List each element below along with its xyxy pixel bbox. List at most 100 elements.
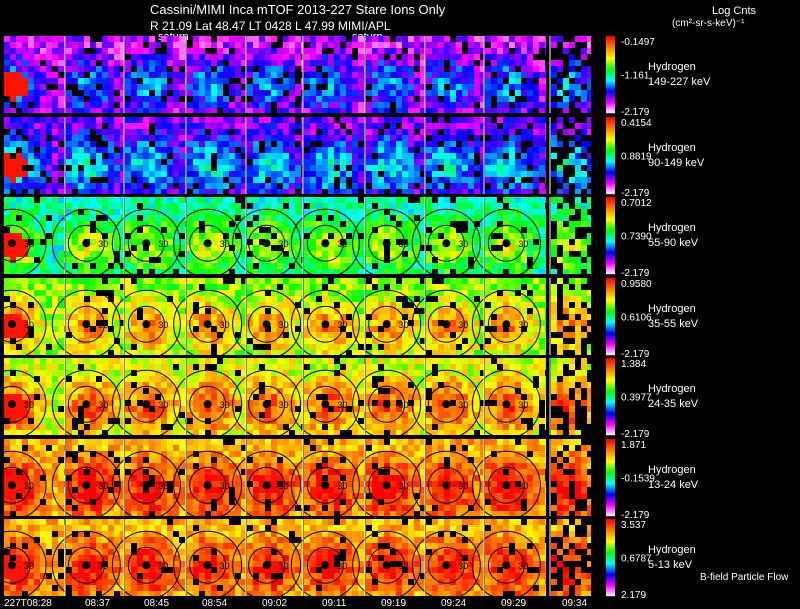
- species-label: Hydrogen: [648, 544, 696, 556]
- colorbar-min-label: -2.179: [621, 349, 650, 360]
- contour-label: 30: [220, 561, 230, 571]
- colorbar-min-label: -2.179: [621, 188, 650, 199]
- heatmap-panel: 30: [290, 358, 365, 439]
- saturn-marker: [203, 400, 212, 409]
- heatmap-panel: 30: [290, 278, 365, 359]
- colorbar: [606, 278, 615, 356]
- heatmap-panel: [187, 117, 246, 194]
- heatmap-panel: 30: [232, 197, 303, 278]
- contour-line: [306, 305, 344, 343]
- contour-line: [0, 208, 47, 278]
- contour-line: [232, 369, 302, 439]
- contour-line: [368, 224, 406, 262]
- saturn-marker: [82, 320, 91, 329]
- contour-line: [173, 208, 243, 278]
- heatmap-panel: 30: [352, 439, 425, 520]
- heatmap-panel: [426, 117, 484, 194]
- heatmap-panel: 30: [51, 519, 124, 600]
- saturn-marker: [8, 561, 16, 570]
- saturn-marker: [82, 561, 91, 570]
- heatmap-panel: 30: [290, 439, 365, 520]
- energy-label: 13-24 keV: [648, 479, 699, 491]
- saturn-marker: [262, 239, 271, 248]
- heatmap-panel: [304, 36, 365, 113]
- heatmap-panel: 30: [290, 197, 365, 278]
- saturn-marker: [442, 320, 451, 329]
- contour-line: [306, 385, 344, 423]
- contour-label: 30: [518, 481, 528, 491]
- heatmap-panel: 30: [111, 197, 186, 278]
- contour-label: 30: [458, 481, 468, 491]
- contour-line: [67, 385, 105, 423]
- heatmap-panel: [247, 117, 303, 194]
- contour-label: 30: [220, 481, 230, 491]
- heatmap-panel: 30: [471, 439, 546, 520]
- saturn-marker: [262, 320, 271, 329]
- saturn-marker: [442, 481, 451, 490]
- contour-label: 30: [458, 561, 468, 571]
- heatmap-panel: [485, 117, 546, 194]
- saturn-marker: [82, 481, 91, 490]
- contour-line: [290, 530, 360, 600]
- heatmap-panel: [125, 117, 186, 194]
- heatmap-panel: [551, 117, 591, 194]
- saturn-marker: [442, 561, 451, 570]
- contour-label: 30: [24, 320, 34, 330]
- heatmap-panel: 30: [51, 278, 124, 359]
- contour-line: [427, 224, 465, 262]
- time-tick-label: 09:34: [562, 598, 587, 609]
- contour-line: [51, 369, 121, 439]
- ephemeris-subtitle: R 21.09 Lat 48.47 LT 0428 L 47.99 MIMI/A…: [150, 19, 391, 33]
- saturn-marker: [382, 561, 391, 570]
- heatmap-panel: 30: [411, 358, 484, 439]
- saturn-marker: [203, 481, 212, 490]
- contour-line: [306, 224, 344, 262]
- contour-line: [427, 305, 465, 343]
- contour-line: [248, 224, 286, 262]
- contour-label: 30: [24, 481, 34, 491]
- time-tick-label: 227T08:28: [4, 598, 52, 609]
- colorbar-mid-label: -1.161: [621, 71, 650, 82]
- contour-label: 30: [158, 239, 168, 249]
- contour-label: 30: [279, 400, 289, 410]
- contour-line: [0, 466, 31, 504]
- contour-label: 30: [518, 400, 528, 410]
- contour-label: 30: [158, 561, 168, 571]
- contour-line: [471, 530, 541, 600]
- contour-line: [368, 466, 406, 504]
- saturn-marker: [382, 239, 391, 248]
- colorbar-max-label: 1.871: [621, 440, 646, 451]
- contour-label: 30: [337, 561, 347, 571]
- contour-line: [368, 305, 406, 343]
- contour-label: 30: [24, 239, 34, 249]
- contour-label: 30: [518, 561, 528, 571]
- colorbar-min-label: 2.179: [621, 590, 646, 601]
- contour-line: [248, 546, 286, 584]
- colorbar-mid-label: -0.1539: [621, 474, 655, 485]
- colorbar-min-label: -2.179: [621, 268, 650, 279]
- contour-line: [127, 224, 165, 262]
- contour-line: [411, 369, 481, 439]
- saturn-marker: [82, 239, 91, 248]
- contour-label: 30: [337, 400, 347, 410]
- heatmap-panel: [4, 36, 65, 113]
- contour-label: 30: [24, 400, 34, 410]
- heatmap-panel: [187, 36, 246, 113]
- colorbar-max-label: 0.4154: [621, 118, 652, 129]
- energy-label: 24-35 keV: [648, 398, 699, 410]
- contour-line: [487, 385, 525, 423]
- contour-line: [352, 208, 422, 278]
- heatmap-panel: 30: [111, 519, 186, 600]
- saturn-marker: [203, 561, 212, 570]
- contour-line: [67, 305, 105, 343]
- heatmap-panel: 30: [411, 278, 484, 359]
- contour-line: [0, 385, 31, 423]
- contour-label: 30: [458, 320, 468, 330]
- contour-line: [111, 530, 181, 600]
- colorbar-mid-label: 0.7390: [621, 232, 652, 243]
- contour-line: [248, 466, 286, 504]
- contour-line: [352, 369, 422, 439]
- saturn-marker: [321, 400, 330, 409]
- contour-label: 30: [279, 481, 289, 491]
- heatmap-panel: 30: [51, 358, 124, 439]
